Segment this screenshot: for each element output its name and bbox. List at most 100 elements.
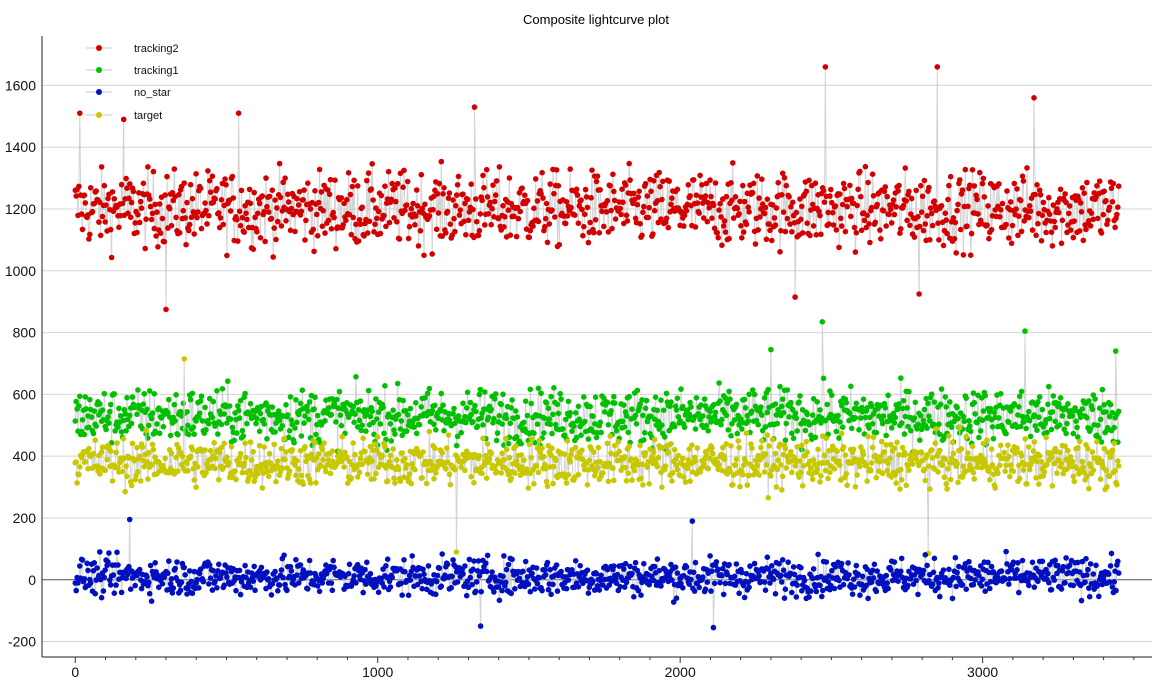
data-point (555, 410, 562, 417)
data-point (82, 200, 89, 206)
data-point (669, 478, 675, 484)
data-point (644, 464, 651, 470)
data-point (741, 594, 748, 601)
data-point (533, 565, 540, 571)
data-point (243, 210, 249, 216)
data-point (197, 185, 204, 192)
data-point (659, 196, 665, 203)
data-point (873, 588, 880, 595)
data-point (700, 574, 706, 580)
data-point (978, 464, 985, 471)
data-point (166, 205, 173, 212)
data-point (486, 455, 493, 462)
data-point (536, 575, 543, 581)
data-point (1039, 558, 1046, 565)
data-point (824, 459, 830, 466)
data-point (156, 584, 162, 591)
data-point (250, 449, 257, 455)
data-point (174, 559, 180, 565)
data-point (225, 459, 232, 466)
data-point (494, 430, 501, 436)
data-point (848, 425, 855, 432)
data-point (645, 214, 652, 221)
data-point (1112, 224, 1118, 231)
data-point (596, 587, 603, 593)
data-point (749, 190, 756, 196)
data-point (302, 443, 308, 450)
data-point (209, 587, 216, 593)
data-point (626, 160, 632, 167)
data-point (85, 465, 91, 472)
data-point (120, 436, 127, 442)
data-point (191, 477, 197, 483)
data-point (759, 176, 765, 182)
data-point (925, 400, 931, 407)
data-point (966, 558, 972, 565)
data-point (581, 223, 587, 230)
data-point (114, 440, 120, 446)
data-point (333, 245, 339, 252)
data-point (439, 551, 446, 557)
data-point (184, 460, 190, 467)
data-point (908, 195, 915, 202)
data-point (329, 396, 336, 402)
data-point (985, 559, 991, 566)
data-point (946, 566, 952, 573)
data-point (625, 429, 632, 436)
data-point (681, 212, 688, 219)
data-point (1095, 215, 1101, 222)
data-point (562, 416, 569, 423)
data-point (280, 179, 287, 186)
data-point (567, 409, 573, 416)
data-point (797, 393, 803, 399)
data-point (484, 552, 491, 559)
data-point (1031, 439, 1038, 445)
data-point (399, 450, 406, 456)
data-point (214, 585, 220, 591)
data-point (769, 202, 776, 208)
data-point (141, 463, 148, 470)
data-point (1018, 453, 1025, 459)
data-point (400, 184, 406, 190)
data-point (264, 203, 270, 210)
data-point (185, 422, 191, 429)
data-point (474, 568, 481, 574)
data-point (684, 465, 691, 472)
data-point (789, 229, 795, 235)
data-point (749, 387, 756, 393)
data-point (187, 181, 194, 188)
data-point (1103, 197, 1109, 204)
data-point (167, 432, 174, 439)
data-point (505, 561, 512, 568)
data-point (512, 408, 519, 414)
data-point (394, 457, 400, 463)
data-point (972, 411, 978, 417)
data-point (219, 386, 226, 392)
data-point (836, 577, 842, 584)
data-point (236, 567, 243, 574)
data-point (500, 573, 506, 580)
data-point (1115, 183, 1122, 189)
data-point (273, 478, 279, 485)
legend-item-no_star: no_star (86, 87, 171, 99)
data-point (764, 554, 771, 560)
data-point (127, 586, 134, 592)
data-point (194, 576, 200, 583)
data-point (781, 175, 788, 181)
data-point (247, 400, 254, 407)
data-point (182, 572, 188, 578)
data-point (592, 394, 599, 401)
data-point (788, 449, 794, 455)
data-point (710, 624, 717, 631)
data-point (605, 422, 612, 428)
data-point (516, 575, 523, 582)
data-point (227, 208, 234, 214)
data-point (770, 576, 777, 582)
data-point (639, 461, 645, 467)
data-point (292, 228, 298, 235)
data-point (950, 450, 957, 457)
data-point (850, 446, 857, 453)
data-point (185, 585, 191, 592)
data-point (863, 462, 870, 469)
data-point (563, 199, 570, 205)
